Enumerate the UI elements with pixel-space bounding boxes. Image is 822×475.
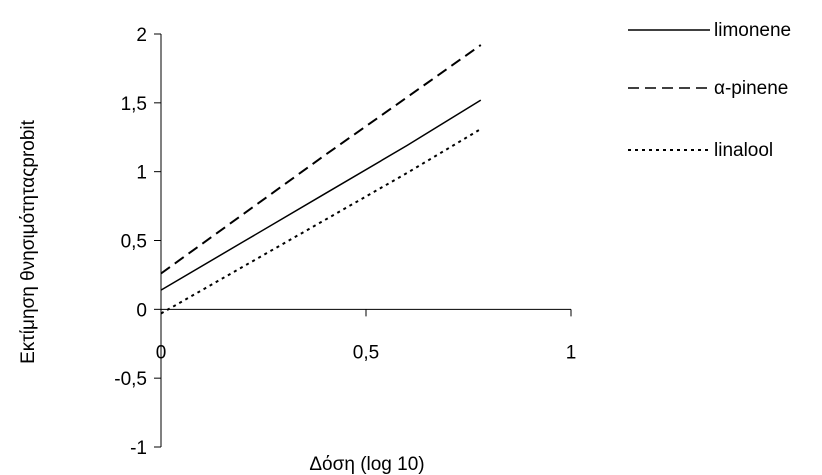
series-line-linalool [160, 128, 482, 315]
y-axis-title: Εκτίμηση θνησιμότηταςprobit [18, 119, 39, 364]
legend-label-limonene: limonene [714, 20, 791, 41]
x-tick-label: 1 [566, 342, 577, 363]
series-line-alpha-pinene [160, 44, 482, 275]
y-tick-label: -0,5 [114, 369, 147, 390]
legend: limonene α-pinene linalool [628, 20, 791, 161]
series-line-limonene [160, 99, 482, 291]
legend-label-alpha-pinene: α-pinene [714, 78, 788, 99]
axes [160, 34, 571, 447]
y-tick-label: 1,5 [121, 94, 147, 115]
x-axis-ticks: 0 0,5 1 [156, 309, 577, 363]
series-lines [160, 44, 482, 315]
y-axis-ticks: -1 -0,5 0 0,5 1 1,5 2 [114, 25, 161, 459]
x-tick-label: 0 [156, 342, 167, 363]
y-tick-label: 0 [136, 300, 147, 321]
legend-label-linalool: linalool [714, 140, 773, 161]
y-tick-label: -1 [130, 438, 147, 459]
plot-area: -1-0,500,511,52 0 0,5 1 [114, 25, 576, 459]
x-axis-title: Δόση (log 10) [309, 454, 424, 475]
x-tick-label: 0,5 [353, 342, 379, 363]
legend-item-limonene: limonene [628, 20, 791, 41]
legend-item-alpha-pinene: α-pinene [628, 78, 788, 99]
y-tick-label: 2 [136, 25, 147, 46]
y-tick-label: 1 [136, 163, 147, 184]
legend-item-linalool: linalool [628, 140, 773, 161]
y-tick-label: 0,5 [121, 232, 147, 253]
